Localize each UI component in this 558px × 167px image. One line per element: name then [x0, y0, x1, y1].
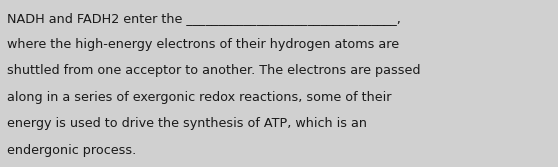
- Text: where the high-energy electrons of their hydrogen atoms are: where the high-energy electrons of their…: [7, 38, 399, 51]
- Text: along in a series of exergonic redox reactions, some of their: along in a series of exergonic redox rea…: [7, 91, 391, 104]
- Text: energy is used to drive the synthesis of ATP, which is an: energy is used to drive the synthesis of…: [7, 117, 367, 130]
- Text: NADH and FADH2 enter the _________________________________,: NADH and FADH2 enter the _______________…: [7, 12, 401, 25]
- Text: shuttled from one acceptor to another. The electrons are passed: shuttled from one acceptor to another. T…: [7, 64, 420, 77]
- Text: endergonic process.: endergonic process.: [7, 144, 136, 157]
